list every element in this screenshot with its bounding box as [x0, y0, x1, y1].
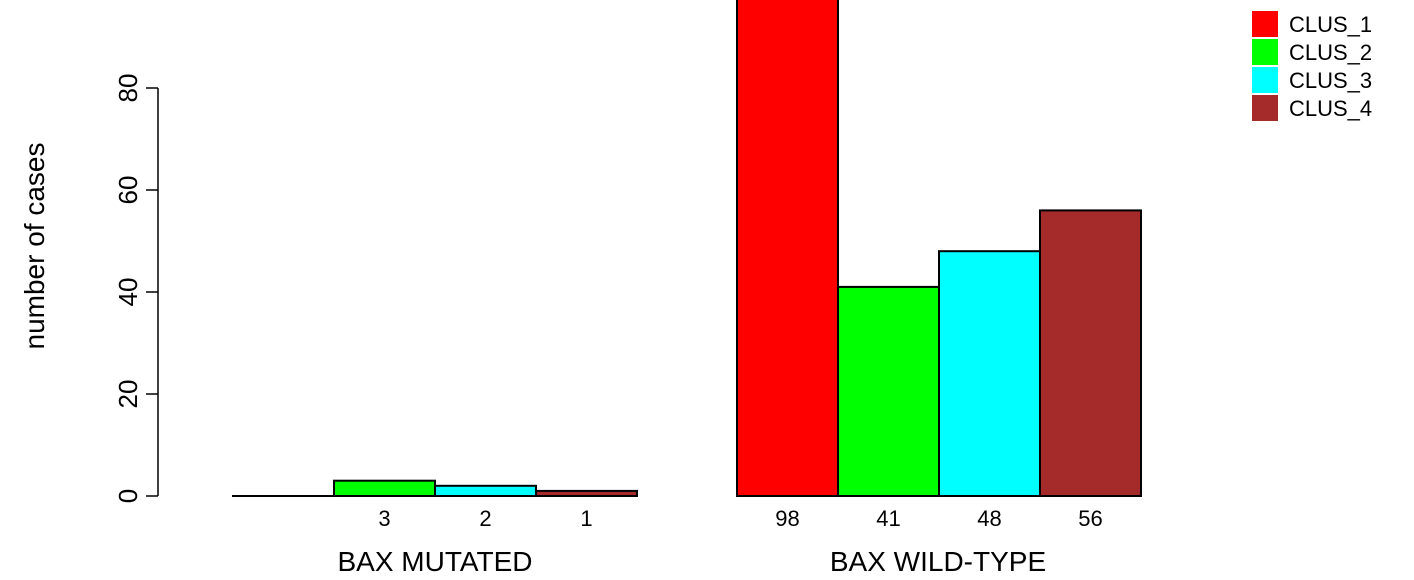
group-labels: BAX MUTATED BAX WILD-TYPE	[338, 546, 1047, 577]
bar-count-label: 56	[1078, 506, 1102, 531]
y-axis: 0 20 40 60 80	[113, 74, 159, 503]
bar-clus-2-mutated	[333, 479, 436, 498]
y-tick-label: 0	[113, 489, 143, 503]
bar-labels: 3 2 1 98 41 48 56	[378, 506, 1102, 531]
y-tick-label: 40	[113, 278, 143, 307]
bar-count-label: 41	[876, 506, 900, 531]
y-tick-label: 80	[113, 74, 143, 103]
legend-swatch	[1252, 39, 1278, 65]
bar-clus-4-mutated	[535, 489, 638, 497]
bar-clus-1-wild-type	[736, 0, 839, 497]
bar-count-label: 98	[775, 506, 799, 531]
legend: CLUS_1 CLUS_2 CLUS_3 CLUS_4	[1252, 11, 1372, 121]
bars	[232, 0, 1142, 498]
bar-clus-3-mutated	[434, 484, 537, 497]
legend-swatch	[1252, 67, 1278, 93]
bar-clus-3-wild-type	[938, 250, 1041, 497]
bar-count-label: 3	[378, 506, 390, 531]
legend-label: CLUS_1	[1289, 12, 1372, 37]
bar-count-label: 48	[977, 506, 1001, 531]
legend-swatch	[1252, 95, 1278, 121]
y-tick-label: 20	[113, 380, 143, 409]
y-axis-title: number of cases	[19, 143, 50, 350]
bar-count-label: 2	[479, 506, 491, 531]
group-label: BAX MUTATED	[338, 546, 533, 577]
legend-label: CLUS_2	[1289, 40, 1372, 65]
group-label: BAX WILD-TYPE	[830, 546, 1046, 577]
bar-count-label: 1	[580, 506, 592, 531]
bar-clus-2-wild-type	[837, 285, 940, 497]
y-tick-label: 60	[113, 176, 143, 205]
legend-label: CLUS_4	[1289, 96, 1372, 121]
bar-clus-4-wild-type	[1039, 209, 1142, 497]
legend-label: CLUS_3	[1289, 68, 1372, 93]
legend-swatch	[1252, 11, 1278, 37]
